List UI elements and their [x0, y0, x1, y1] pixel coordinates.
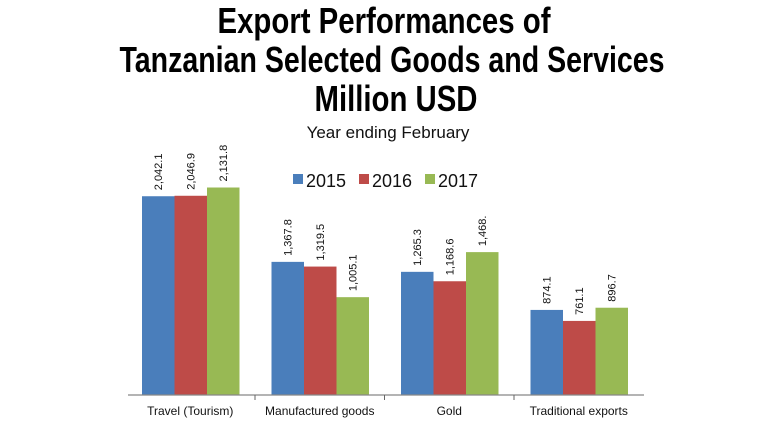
bar-2017-2	[466, 252, 499, 395]
bar-2015-2	[401, 271, 434, 395]
data-label: 761.1	[574, 287, 586, 315]
data-label: 2,131.8	[218, 145, 230, 182]
bar-2017-1	[336, 297, 369, 395]
data-label: 1,168.6	[445, 239, 457, 276]
data-label: 1,005.1	[348, 254, 360, 291]
data-label: 2,046.9	[186, 153, 198, 190]
bar-2017-3	[595, 307, 628, 395]
bar-2017-0	[207, 187, 240, 395]
bar-2015-1	[271, 261, 304, 395]
category-label: Gold	[437, 404, 462, 418]
data-label: 1,265.3	[412, 229, 424, 266]
legend: 2015 2016 2017	[293, 171, 478, 191]
category-labels: Travel (Tourism) Manufactured goods Gold Tr…	[147, 404, 628, 418]
bar-2015-3	[530, 309, 563, 395]
bar-2016-0	[174, 195, 207, 395]
x-axis-ticks	[254, 395, 515, 400]
chart-title-line-1: Export Performances of	[218, 0, 552, 41]
data-label: 1,468.	[477, 216, 489, 247]
legend-label-2016: 2016	[372, 171, 412, 191]
legend-label-2017: 2017	[438, 171, 478, 191]
chart-subtitle: Year ending February	[307, 123, 470, 142]
chart-title-line-2: Tanzanian Selected Goods and Services	[120, 39, 665, 80]
category-label: Travel (Tourism)	[147, 404, 233, 418]
data-label: 896.7	[607, 274, 619, 302]
legend-swatch-2015	[293, 174, 303, 184]
bars	[142, 187, 628, 395]
chart-title-line-3: Million USD	[315, 78, 478, 119]
data-label: 1,319.5	[315, 224, 327, 261]
category-label: Traditional exports	[530, 404, 628, 418]
data-label: 874.1	[542, 276, 554, 304]
bar-2016-3	[563, 320, 596, 395]
data-label: 2,042.1	[153, 154, 165, 191]
bar-2015-0	[142, 196, 175, 395]
bar-2016-1	[304, 266, 337, 395]
bar-2016-2	[433, 281, 466, 395]
data-label: 1,367.8	[283, 219, 295, 256]
legend-label-2015: 2015	[306, 171, 346, 191]
data-labels: 2,042.1 2,046.9 2,131.8 1,367.8 1,319.5 1,005…	[153, 145, 619, 315]
legend-swatch-2016	[359, 174, 369, 184]
legend-swatch-2017	[425, 174, 435, 184]
category-label: Manufactured goods	[265, 404, 374, 418]
